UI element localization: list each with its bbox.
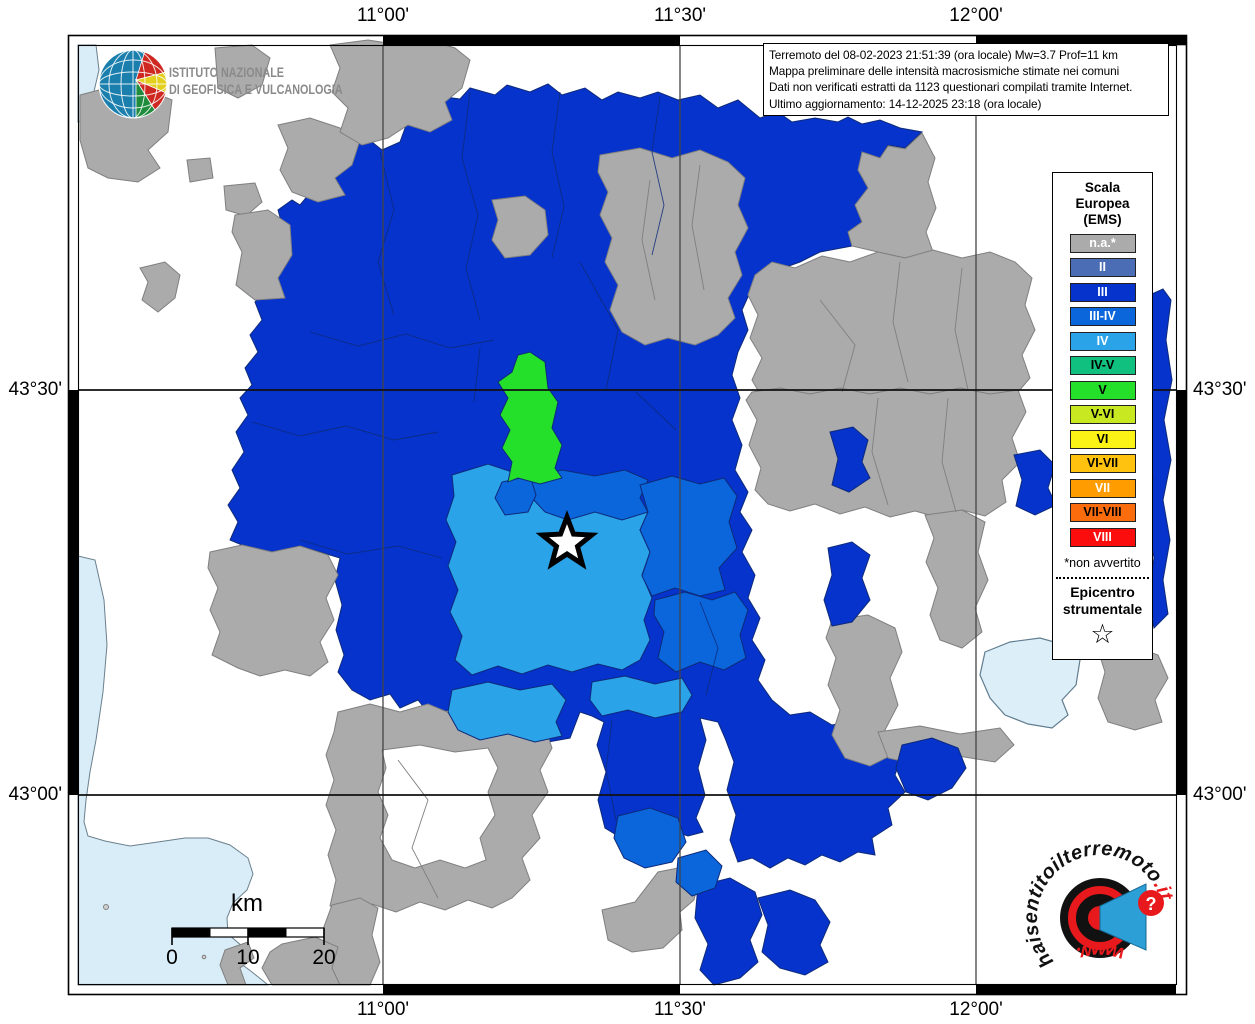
legend-swatch-VII: VII bbox=[1069, 478, 1136, 498]
megaphone-icon bbox=[1099, 883, 1147, 951]
map-frame bbox=[67, 34, 1188, 996]
municipalities-iii-iv bbox=[494, 469, 749, 897]
info-line-event: Terremoto del 08-02-2023 21:51:39 (ora l… bbox=[769, 48, 1118, 62]
scale-tick-0: 0 bbox=[166, 946, 178, 969]
epicenter-label: Epicentro bbox=[1070, 583, 1135, 600]
watermark-www: www. bbox=[1073, 939, 1127, 965]
scale-unit-label: km bbox=[231, 890, 263, 917]
municipality-v bbox=[497, 351, 563, 485]
legend-swatch-IV-V: IV-V bbox=[1069, 356, 1136, 375]
legend-swatch-III: III bbox=[1069, 282, 1136, 302]
legend-footnote: *non avvertito bbox=[1064, 555, 1141, 570]
ingv-wordmark: ISTITUTO NAZIONALE DI GEOFISICA E VULCAN… bbox=[169, 65, 343, 97]
municipality-borders bbox=[251, 91, 969, 899]
scale-tick-20: 20 bbox=[312, 946, 336, 969]
epicenter-star-marker bbox=[535, 509, 599, 570]
legend-title: Scala bbox=[1084, 180, 1121, 195]
unsurveyed-area bbox=[377, 744, 499, 869]
top-coord-11°00': 11°00' bbox=[356, 5, 410, 26]
epicenter-star-icon: ☆ bbox=[1090, 618, 1115, 649]
info-line-updated: Ultimo aggiornamento: 14-12-2025 23:18 (… bbox=[769, 96, 1042, 111]
legend-swatch-VI: VI bbox=[1069, 429, 1136, 449]
legend-divider bbox=[1056, 576, 1149, 579]
bottom-coord-12°00': 12°00' bbox=[949, 999, 1003, 1020]
legend-swatch-III-IV: III-IV bbox=[1069, 307, 1136, 326]
bottom-coord-11°00': 11°00' bbox=[356, 999, 410, 1020]
legend-swatch-II: II bbox=[1069, 258, 1136, 277]
legend-panel: Scala Europea (EMS) n.a.* II III III-IV IV IV… bbox=[1052, 172, 1153, 660]
right-coord-43°00': 43°00' bbox=[1193, 784, 1247, 805]
top-coord-11°30': 11°30' bbox=[653, 5, 707, 26]
info-line-map-type: Mappa preliminare delle intensità macros… bbox=[769, 64, 1120, 79]
top-coord-12°00': 12°00' bbox=[949, 5, 1003, 26]
info-line-data-source: Dati non verificati estratti da 1123 que… bbox=[769, 80, 1133, 95]
svg-text:www.: www. bbox=[1073, 939, 1127, 965]
right-coord-43°30': 43°30' bbox=[1193, 379, 1247, 400]
legend-swatch-VII-VIII: VII-VIII bbox=[1069, 503, 1136, 522]
question-mark-icon: ? bbox=[1146, 894, 1157, 914]
legend-swatch-IV: IV bbox=[1069, 331, 1136, 351]
legend-swatch-n.a.*: n.a.* bbox=[1069, 233, 1136, 253]
scale-tick-10: 10 bbox=[236, 946, 260, 969]
left-coord-43°30': 43°30' bbox=[8, 379, 63, 400]
legend-items: n.a.* II III III-IV IV IV-V V V-VI VI VI-VII VII VI… bbox=[1053, 233, 1152, 547]
legend-swatch-VIII: VIII bbox=[1069, 527, 1136, 547]
legend-swatch-VI-VII: VI-VII bbox=[1069, 454, 1136, 473]
lake bbox=[979, 637, 1081, 729]
earthquake-info-box: Terremoto del 08-02-2023 21:51:39 (ora l… bbox=[763, 43, 1169, 116]
left-coord-43°00': 43°00' bbox=[8, 784, 63, 805]
bottom-coord-11°30': 11°30' bbox=[653, 999, 707, 1020]
municipalities-iv bbox=[445, 463, 693, 743]
grid-lines bbox=[78, 45, 1177, 985]
islets bbox=[103, 904, 207, 960]
legend-swatch-V: V bbox=[1069, 380, 1136, 400]
ingv-globe-logo bbox=[98, 49, 168, 119]
question-badge bbox=[1138, 890, 1164, 916]
scale-bar bbox=[171, 927, 325, 945]
legend-swatch-V-VI: V-VI bbox=[1069, 405, 1136, 424]
